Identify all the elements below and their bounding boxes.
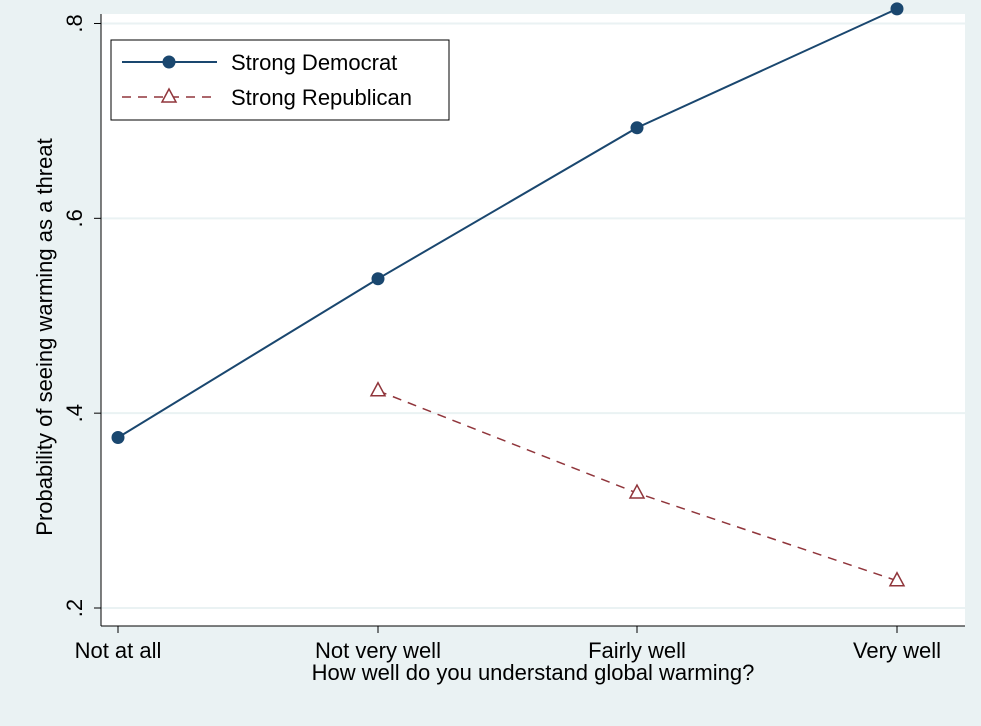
x-tick-label: Not at all bbox=[75, 638, 162, 663]
legend-swatch-marker-1 bbox=[160, 87, 178, 103]
y-tick-label: .2 bbox=[62, 599, 87, 617]
ticks: .2 .4 .6 .8 Not at all Not very well Fairly we… bbox=[62, 14, 941, 663]
legend-label-0: Strong Democrat bbox=[231, 50, 397, 75]
legend-label-1: Strong Republican bbox=[231, 85, 412, 110]
x-axis-title: How well do you understand global warmin… bbox=[312, 660, 755, 685]
series-line-0 bbox=[117, 7, 898, 439]
data-point-1 bbox=[369, 381, 387, 397]
legend-swatch-marker-0 bbox=[162, 55, 176, 69]
axes bbox=[100, 14, 965, 627]
data-point-0 bbox=[630, 121, 644, 135]
data-point-0 bbox=[111, 431, 125, 445]
y-tick-label: .8 bbox=[62, 14, 87, 32]
legend: Strong Democrat Strong Republican bbox=[110, 39, 450, 121]
data-point-1 bbox=[888, 571, 906, 587]
y-axis-title: Probability of seeing warming as a threa… bbox=[32, 138, 57, 535]
data-point-0 bbox=[371, 272, 385, 286]
legend-box bbox=[110, 39, 450, 121]
x-tick-label: Very well bbox=[853, 638, 941, 663]
x-tick-label: Not very well bbox=[315, 638, 441, 663]
y-tick-label: .4 bbox=[62, 404, 87, 422]
y-tick-label: .6 bbox=[62, 209, 87, 227]
x-tick-label: Fairly well bbox=[588, 638, 686, 663]
data-point-0 bbox=[890, 2, 904, 16]
gridlines bbox=[101, 22, 965, 609]
data-point-1 bbox=[628, 483, 646, 499]
series bbox=[111, 2, 906, 587]
